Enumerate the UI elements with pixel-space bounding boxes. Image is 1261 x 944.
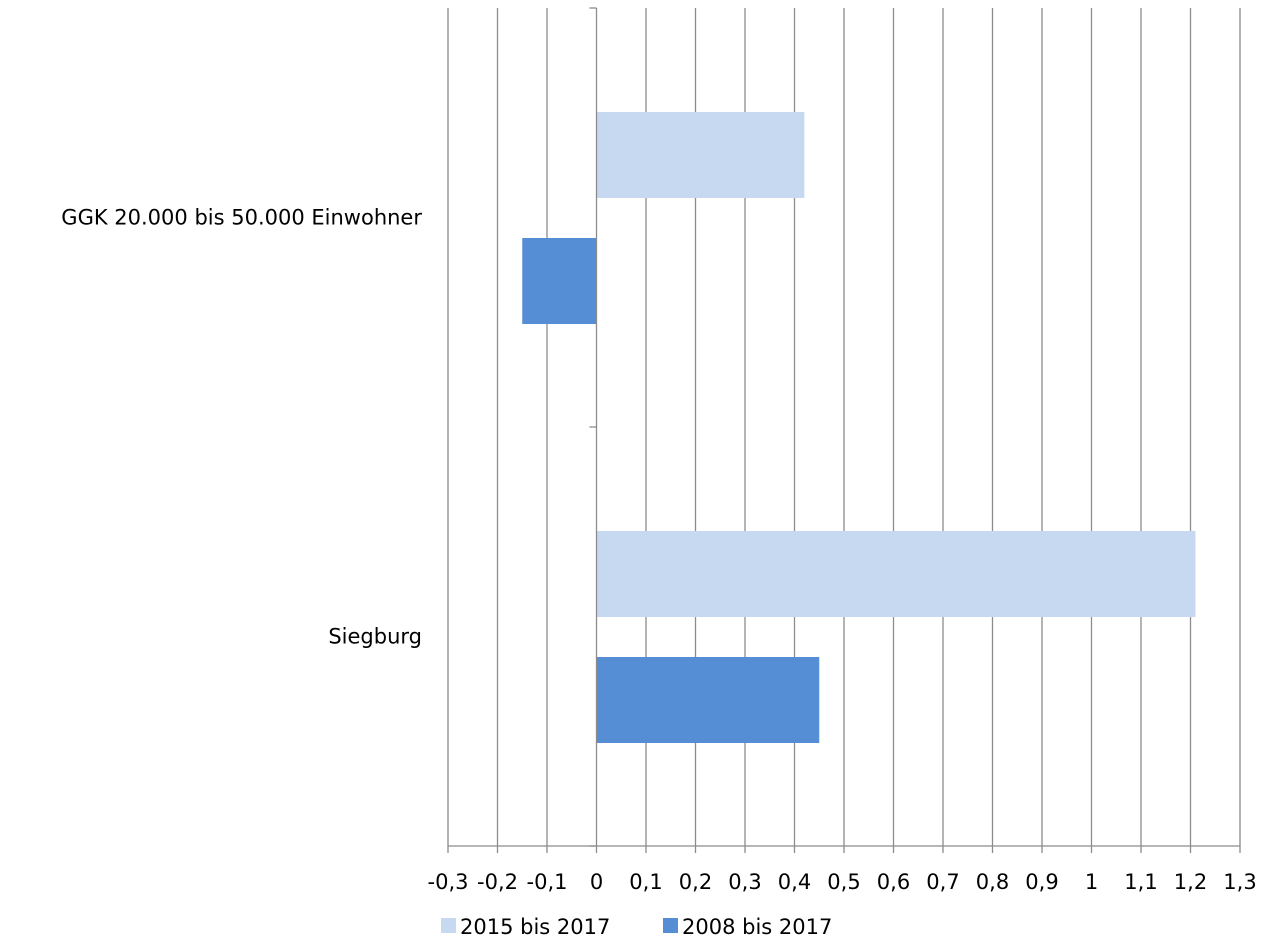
x-tick-label: 0,5: [827, 870, 860, 894]
x-tick-label: 1,3: [1223, 870, 1256, 894]
x-tick-label: -0,1: [527, 870, 568, 894]
x-tick-label: 0,7: [926, 870, 959, 894]
x-tick-label: 0,4: [778, 870, 811, 894]
x-tick-label: 1,2: [1174, 870, 1207, 894]
gridlines: [447, 8, 1241, 846]
legend-swatch: [663, 918, 678, 933]
x-tick-label: 0,2: [679, 870, 712, 894]
bar: [522, 238, 597, 324]
x-tick-labels: -0,3 -0,2 -0,1 0 0,1 0,2 0,3 0,4 0,5 0,6 0,7 0,8 0,9…: [428, 870, 1257, 894]
x-tick-label: 0,6: [877, 870, 910, 894]
category-labels: GGK 20.000 bis 50.000 Einwohner Siegburg: [61, 206, 422, 649]
legend-label: 2008 bis 2017: [682, 915, 832, 939]
x-tick-label: 1: [1085, 870, 1098, 894]
bars: [522, 112, 1196, 743]
legend: 2015 bis 2017 2008 bis 2017: [441, 915, 832, 939]
x-tick-label: 0: [590, 870, 603, 894]
axes: [447, 7, 1241, 853]
category-label: Siegburg: [328, 625, 422, 649]
x-tick-label: 0,9: [1025, 870, 1058, 894]
category-label: GGK 20.000 bis 50.000 Einwohner: [61, 206, 422, 230]
bar: [596, 531, 1196, 617]
x-tick-label: 0,1: [629, 870, 662, 894]
legend-label: 2015 bis 2017: [460, 915, 610, 939]
bar: [596, 657, 820, 743]
x-tick-label: 1,1: [1124, 870, 1157, 894]
x-tick-label: -0,3: [428, 870, 469, 894]
x-tick-label: 0,8: [976, 870, 1009, 894]
x-tick-label: 0,3: [728, 870, 761, 894]
legend-swatch: [441, 918, 456, 933]
x-tick-label: -0,2: [477, 870, 518, 894]
bar: [596, 112, 805, 198]
